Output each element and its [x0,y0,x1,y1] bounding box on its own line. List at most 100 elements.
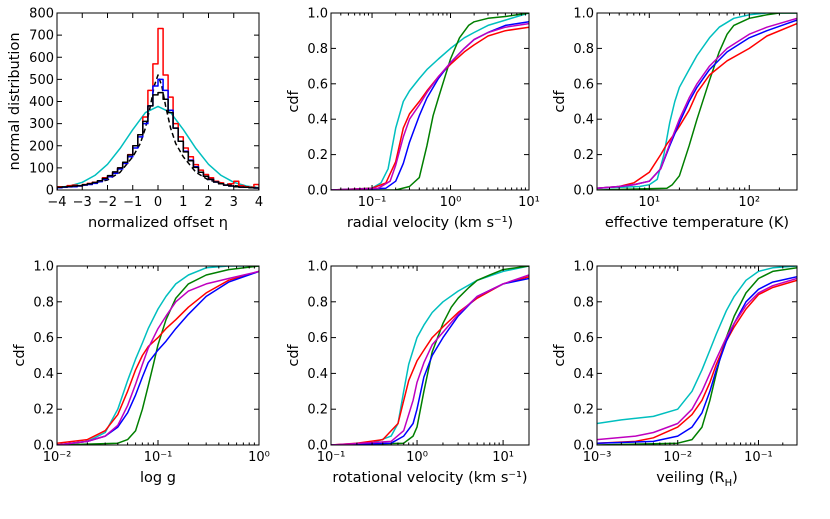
series-green [597,13,797,190]
x-axis-label: rotational velocity (km s⁻¹) [332,470,527,486]
y-tick-label: 0.2 [307,148,328,163]
chart-hist: −4 −3 −2 −1 0 1 2 3 4 0 100 200 300 400 500 600 700 800 no… [7,7,263,232]
x-tick-label: 10¹ [638,195,660,210]
y-tick-label: 1.0 [33,260,54,275]
axes-frame [596,265,798,446]
x-tick-label: −3 [73,195,92,210]
x-axis-label: veiling (RH) [656,470,738,489]
series-model-curve [57,105,259,189]
x-axis-label: log g [140,470,176,486]
y-tick-label: 0.0 [307,184,328,199]
series-green [331,13,529,190]
x-tick-label: 2 [204,195,212,210]
series-magenta [597,17,797,189]
y-tick-label: 1.0 [573,260,594,275]
y-axis-label: cdf [552,343,568,366]
y-tick-label: 1.0 [307,260,328,275]
series-black-hist [57,91,259,190]
chart-veiling: 10⁻³ 10⁻² 10⁻¹ 0.0 0.2 0.4 0.6 0.8 1.0 veiling (R… [552,260,798,489]
x-tick-label: −2 [98,195,117,210]
axes-frame [330,12,530,191]
x-tick-label: 10⁻² [43,450,72,465]
series-cyan [331,13,529,190]
x-tick-label: 10⁰ [248,450,270,465]
y-tick-label: 0.8 [307,42,328,57]
y-tick-label: 0.8 [33,295,54,310]
series-red [331,275,529,445]
x-tick-label: 4 [255,195,263,210]
y-tick-label: 1.0 [307,7,328,22]
x-tick-label: −4 [47,195,66,210]
chart-vrot: 10⁻¹ 10⁰ 10¹ 0.0 0.2 0.4 0.6 0.8 1.0 rotational v… [286,260,530,486]
y-tick-label: 0.6 [33,331,54,346]
plot-area [597,13,797,190]
y-tick-label: 100 [29,161,54,176]
y-tick-label: 0.4 [307,113,328,128]
y-tick-label: 0.0 [573,184,594,199]
x-tick-label: 10⁰ [440,195,462,210]
series-cyan [597,266,797,425]
series-magenta [331,22,529,190]
y-tick-label: 1.0 [573,7,594,22]
series-red [57,270,259,444]
y-tick-label: 0.6 [573,77,594,92]
x-tick-label: 10⁰ [406,450,428,465]
x-tick-label: 10⁻² [663,450,692,465]
chart-teff: 10¹ 10² 0.0 0.2 0.4 0.6 0.8 1.0 effective temper… [552,7,798,231]
series-red [597,279,797,444]
x-tick-label: 1 [179,195,187,210]
series-cyan [597,13,797,189]
y-tick-label: 400 [29,95,54,110]
series-dashed-curve [57,74,259,189]
y-axis-label: cdf [286,89,302,112]
y-tick-label: 700 [29,29,54,44]
y-axis-label: normal distribution [7,32,23,170]
x-tick-label: −1 [123,195,142,210]
series-magenta [57,270,259,445]
series-magenta [331,274,529,445]
y-tick-label: 0.2 [573,403,594,418]
plot-area [331,266,529,445]
y-tick-label: 600 [29,51,54,66]
y-tick-label: 0.0 [33,439,54,454]
y-tick-label: 0.0 [573,439,594,454]
x-tick-label: 3 [230,195,238,210]
plot-area [57,27,259,190]
y-tick-label: 0.2 [307,403,328,418]
y-tick-label: 0.6 [307,331,328,346]
y-tick-label: 0.8 [573,295,594,310]
y-axis-label: cdf [286,343,302,366]
y-tick-label: 500 [29,73,54,88]
y-tick-label: 0.4 [573,367,594,382]
plot-area [57,266,259,445]
plot-area [331,13,529,190]
series-red [331,26,529,190]
plot-area [597,266,797,445]
x-tick-label: 10⁻¹ [144,450,173,465]
y-tick-label: 0.2 [33,403,54,418]
y-tick-label: 0.4 [33,367,54,382]
y-tick-label: 300 [29,117,54,132]
x-tick-label: 10⁻¹ [317,450,346,465]
y-tick-label: 0.0 [307,439,328,454]
series-green [331,266,529,445]
x-tick-label: 10⁻¹ [358,195,387,210]
x-tick-label: 10¹ [492,450,514,465]
y-tick-label: 0.6 [573,331,594,346]
axes-frame [330,265,530,446]
y-tick-label: 200 [29,139,54,154]
chart-logg: 10⁻² 10⁻¹ 10⁰ 0.0 0.2 0.4 0.6 0.8 1.0 log g cdf [12,260,270,487]
series-magenta [597,277,797,441]
y-tick-label: 0.4 [307,367,328,382]
x-tick-label: 10¹ [518,195,540,210]
x-tick-label: 10² [738,195,760,210]
y-tick-label: 0.6 [307,77,328,92]
chart-rv: 10⁻¹ 10⁰ 10¹ 0.0 0.2 0.4 0.6 0.8 1.0 radial veloc… [286,7,540,232]
y-tick-label: 0.2 [573,148,594,163]
series-green [57,266,259,445]
y-tick-label: 800 [29,7,54,22]
series-red [597,22,797,189]
x-tick-label: 0 [154,195,162,210]
y-axis-label: cdf [12,343,28,366]
